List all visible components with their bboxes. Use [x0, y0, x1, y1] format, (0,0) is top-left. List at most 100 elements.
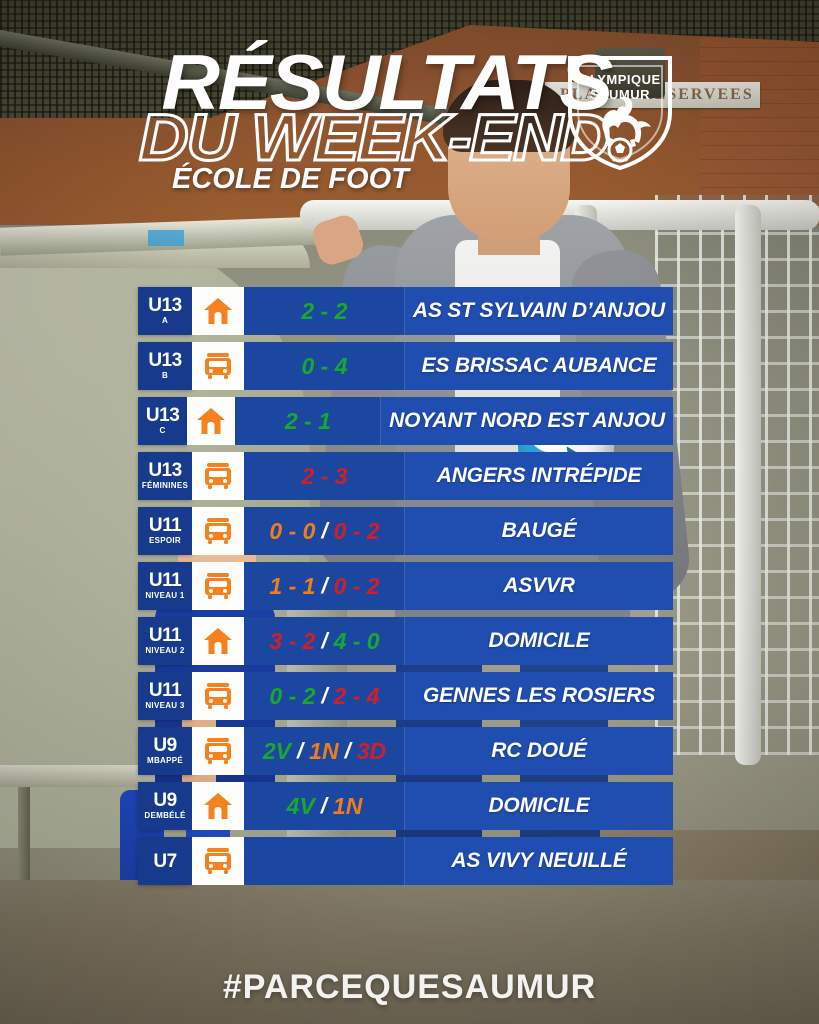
result-row: U9 DEMBÉLÉ 4V/1N DOMICILE — [138, 782, 673, 830]
result-row: U11 NIVEAU 3 0 - 2/2 - 4 GENNES LES ROSIERS — [138, 672, 673, 720]
age-category-label: U7 — [153, 850, 177, 872]
age-subcategory-label: DEMBÉLÉ — [144, 811, 186, 820]
page-title: RÉSULTATS — [161, 38, 613, 126]
score-separator: / — [321, 573, 328, 598]
venue-icon-cell — [192, 617, 244, 665]
background-bench — [0, 765, 175, 787]
score-value: 2 - 3 — [301, 462, 348, 489]
age-subcategory-label: ESPOIR — [148, 536, 182, 545]
venue-icon-cell — [192, 342, 244, 390]
opponent-name: DOMICILE — [405, 782, 673, 830]
venue-icon-cell — [192, 507, 244, 555]
result-row: U13 FÉMININES 2 - 3 ANGERS INTRÉPIDE — [138, 452, 673, 500]
age-category-label: U11 — [148, 680, 182, 701]
score-cell: 2V/1N/3D — [244, 727, 405, 775]
score-cell: 2 - 3 — [244, 452, 405, 500]
opponent-name: ANGERS INTRÉPIDE — [405, 452, 673, 500]
age-subcategory-label: NIVEAU 3 — [145, 701, 185, 710]
result-row: U7 AS VIVY NEUILLÉ — [138, 837, 673, 885]
venue-icon-cell — [192, 672, 244, 720]
score-cell: 0 - 2/2 - 4 — [244, 672, 405, 720]
opponent-name: NOYANT NORD EST ANJOU — [381, 397, 673, 445]
score-value: 3 - 2 — [269, 627, 316, 654]
score-cell — [244, 837, 405, 885]
opponent-name: RC DOUÉ — [405, 727, 673, 775]
age-subcategory-label: NIVEAU 1 — [145, 591, 185, 600]
score-cell: 2 - 1 — [234, 397, 382, 445]
age-subcategory-label: MBAPPÉ — [146, 756, 184, 765]
score-value: 2 - 1 — [284, 407, 331, 434]
age-category-label: U13 — [148, 460, 182, 481]
age-category-badge: U11 NIVEAU 3 — [138, 672, 192, 720]
result-row: U11 NIVEAU 1 1 - 1/0 - 2 ASVVR — [138, 562, 673, 610]
result-row: U13 C 2 - 1 NOYANT NORD EST ANJOU — [138, 397, 673, 445]
score-value: 4V — [286, 792, 315, 819]
age-category-badge: U11 NIVEAU 2 — [138, 617, 192, 665]
result-row: U13 B 0 - 4 ES BRISSAC AUBANCE — [138, 342, 673, 390]
shield-icon: OLYMPIQUE SAUMUR — [568, 56, 672, 171]
score-separator: / — [297, 738, 304, 763]
header: RÉSULTATS DU WEEK-END ÉCOLE DE FOOT OLYM… — [0, 0, 819, 210]
football-emblem-icon — [607, 137, 633, 163]
age-category-badge: U11 ESPOIR — [138, 507, 192, 555]
score-value: 0 - 0 — [269, 517, 316, 544]
background-goal-post — [735, 205, 761, 765]
score-cell: 0 - 4 — [244, 342, 405, 390]
age-category-label: U11 — [148, 570, 182, 591]
age-category-badge: U11 NIVEAU 1 — [138, 562, 192, 610]
age-subcategory-label: FÉMININES — [141, 481, 189, 490]
score-value: 0 - 4 — [301, 352, 348, 379]
opponent-name: GENNES LES ROSIERS — [405, 672, 673, 720]
opponent-name: ASVVR — [405, 562, 673, 610]
score-separator: / — [320, 793, 327, 818]
svg-text:SAUMUR: SAUMUR — [590, 87, 650, 102]
age-category-label: U11 — [148, 515, 182, 536]
result-row: U13 A 2 - 2 AS ST SYLVAIN D’ANJOU — [138, 287, 673, 335]
age-category-badge: U13 A — [138, 287, 192, 335]
bus-icon — [205, 353, 231, 379]
house-icon — [203, 298, 232, 324]
house-icon — [204, 628, 232, 654]
score-separator: / — [321, 628, 328, 653]
score-cell: 1 - 1/0 - 2 — [244, 562, 405, 610]
score-value: 3D — [356, 737, 387, 764]
background-rail-sticker — [148, 230, 184, 246]
rearing-horse-icon — [602, 96, 651, 147]
opponent-name: AS ST SYLVAIN D’ANJOU — [404, 287, 673, 335]
age-category-label: U13 — [148, 350, 182, 371]
age-category-badge: U13 C — [138, 397, 188, 445]
age-subcategory-label: C — [159, 426, 166, 435]
score-value: 0 - 2 — [333, 517, 380, 544]
score-value: 2 - 4 — [333, 682, 380, 709]
age-category-label: U11 — [148, 625, 182, 646]
hashtag-label: #PARCEQUESAUMUR — [222, 968, 597, 1006]
score-value: 1N — [309, 737, 339, 764]
venue-icon-cell — [192, 562, 244, 610]
bus-icon — [205, 463, 231, 489]
age-subcategory-label: B — [161, 371, 169, 380]
age-category-label: U9 — [153, 735, 177, 756]
club-logo: OLYMPIQUE SAUMUR — [560, 50, 680, 172]
bus-icon — [205, 518, 231, 544]
score-value: 2 - 2 — [301, 297, 348, 324]
venue-icon-cell — [192, 837, 244, 885]
bus-icon — [205, 848, 231, 874]
score-separator: / — [321, 518, 328, 543]
age-category-label: U13 — [148, 295, 182, 316]
opponent-name: AS VIVY NEUILLÉ — [405, 837, 673, 885]
house-icon — [196, 408, 225, 434]
venue-icon-cell — [187, 397, 235, 445]
page-title-secondary: DU WEEK-END — [137, 100, 611, 174]
venue-icon-cell — [192, 727, 244, 775]
age-subcategory-label: NIVEAU 2 — [145, 646, 185, 655]
score-cell: 4V/1N — [244, 782, 405, 830]
bus-icon — [205, 683, 231, 709]
score-value: 0 - 2 — [269, 682, 316, 709]
age-category-label: U9 — [153, 790, 177, 811]
opponent-name: ES BRISSAC AUBANCE — [405, 342, 673, 390]
age-category-badge: U13 B — [138, 342, 192, 390]
house-icon — [204, 793, 232, 819]
age-subcategory-label: A — [161, 316, 169, 325]
